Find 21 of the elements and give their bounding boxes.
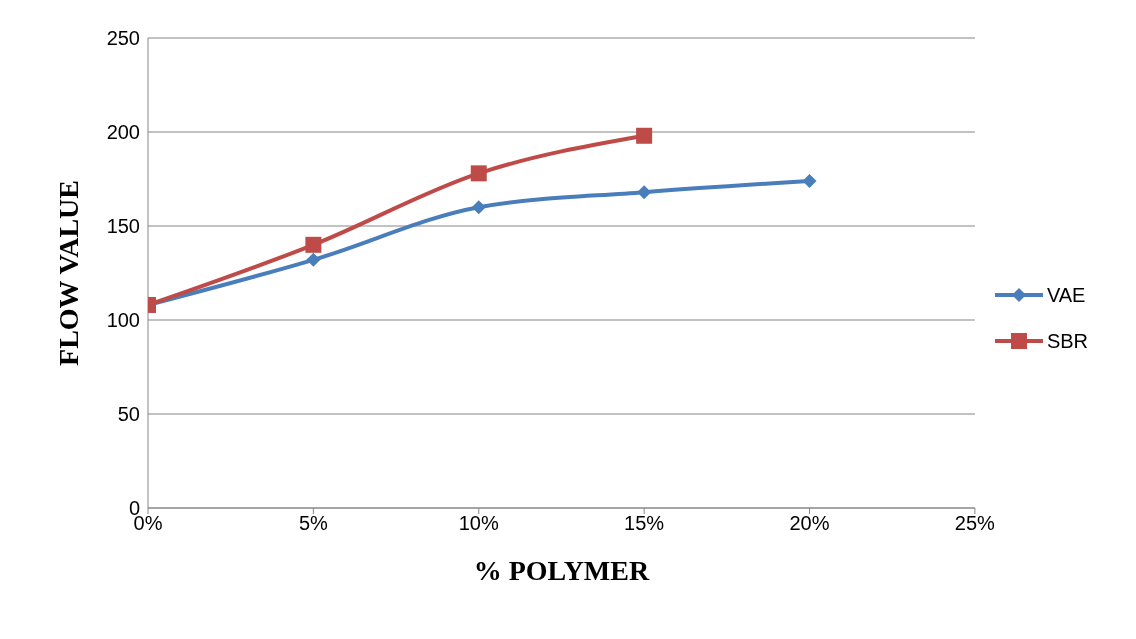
y-tick-label: 100: [106, 309, 140, 332]
y-tick-label: 150: [106, 215, 140, 238]
x-axis-title: % POLYMER: [473, 555, 650, 586]
point: [471, 200, 486, 215]
point: [802, 173, 817, 188]
x-tick-label: 5%: [298, 512, 329, 535]
point: [306, 252, 321, 267]
x-tick-label: 25%: [954, 512, 996, 535]
y-tick-label: 250: [106, 27, 140, 50]
x-tick-label: 10%: [458, 512, 499, 535]
y-tick-label: 200: [106, 121, 140, 144]
y-tick-label: 50: [117, 403, 140, 426]
point: [637, 185, 652, 200]
point: [636, 127, 653, 144]
point: [305, 236, 322, 253]
y-axis-title: FLOW VALUE: [52, 180, 84, 366]
legend-label: VAE: [1046, 283, 1086, 307]
point: [470, 165, 487, 182]
x-tick-label: 15%: [624, 512, 665, 535]
x-tick-label: 20%: [789, 512, 830, 535]
legend-label: SBR: [1046, 329, 1088, 353]
